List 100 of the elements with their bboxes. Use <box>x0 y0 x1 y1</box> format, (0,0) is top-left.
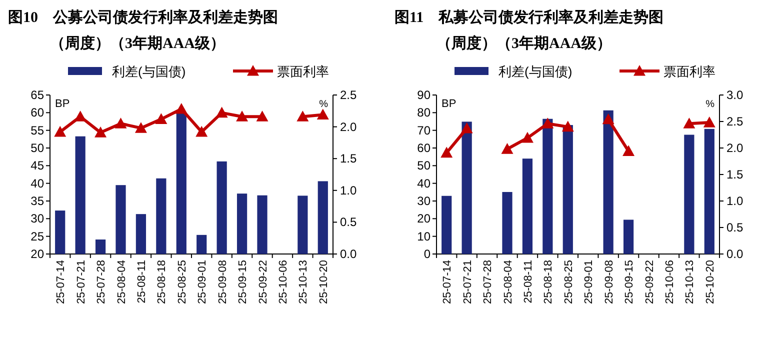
x-tick-label: 25-08-18 <box>156 260 168 304</box>
y-tick-label: 50 <box>30 141 44 155</box>
y2-tick-label: 0.5 <box>726 220 744 234</box>
x-tick-label: 25-09-01 <box>583 260 596 304</box>
y2-tick-label: 0.5 <box>340 215 358 230</box>
point <box>196 126 208 137</box>
point <box>134 122 147 133</box>
y2-tick-label: 0.0 <box>340 247 358 261</box>
x-tick-label: 25-08-11 <box>522 260 534 304</box>
x-tick-label: 25-08-04 <box>502 260 514 304</box>
chart-subtitle: （周度）（3年期AAA级） <box>50 34 225 52</box>
y-tick-label: 0 <box>424 247 431 261</box>
y-tick-label: 20 <box>30 247 44 261</box>
x-tick-label: 25-07-21 <box>462 260 474 304</box>
point <box>521 132 534 143</box>
y-tick-label: 40 <box>30 176 44 190</box>
bar <box>502 192 512 254</box>
y2-tick-label: 3.0 <box>726 88 744 102</box>
x-tick-label: 25-09-08 <box>603 260 616 304</box>
x-tick-label: 25-10-06 <box>664 260 676 304</box>
y-tick-label: 60 <box>417 141 431 155</box>
y-tick-label: 10 <box>417 229 431 244</box>
point <box>296 110 309 122</box>
point <box>683 118 696 128</box>
x-tick-label: 25-10-06 <box>277 260 290 304</box>
y-axis-title: BP <box>442 98 456 110</box>
point <box>562 120 574 132</box>
x-tick-label: 25-09-22 <box>257 260 270 304</box>
y2-tick-label: 1.5 <box>726 168 744 182</box>
bar <box>462 122 472 254</box>
y-tick-label: 50 <box>417 158 431 173</box>
point <box>622 145 635 156</box>
chart-title: 图10 公募公司债发行利率及利差走势图 <box>8 8 278 26</box>
x-tick-label: 25-07-14 <box>55 260 68 304</box>
y-tick-label: 25 <box>30 229 44 244</box>
x-tick-label: 25-07-28 <box>96 260 108 304</box>
point <box>155 113 168 124</box>
y2-tick-label: 0.0 <box>726 247 744 261</box>
bar <box>522 158 533 254</box>
chart-subtitle: （周度）（3年期AAA级） <box>436 34 612 52</box>
x-tick-label: 25-09-15 <box>237 260 250 304</box>
y2-tick-label: 2.0 <box>726 141 744 155</box>
y2-axis-title: % <box>319 99 328 110</box>
point <box>114 118 127 128</box>
x-tick-label: 25-09-01 <box>196 260 209 304</box>
x-tick-label: 25-10-13 <box>298 260 310 304</box>
bar <box>684 134 694 254</box>
bar <box>542 118 553 254</box>
y-tick-label: 60 <box>30 106 44 120</box>
bar <box>623 220 634 254</box>
y-tick-label: 45 <box>30 158 44 173</box>
y2-tick-label: 2.5 <box>726 114 744 128</box>
y2-tick-label: 2.5 <box>340 88 358 102</box>
bar <box>562 125 573 254</box>
x-tick-label: 25-07-28 <box>482 260 494 304</box>
bar <box>704 128 714 254</box>
bar <box>442 196 452 254</box>
point <box>460 122 473 134</box>
y-tick-label: 55 <box>30 123 44 138</box>
point <box>175 102 188 114</box>
x-tick-label: 25-07-14 <box>442 260 454 304</box>
y-tick-label: 40 <box>417 176 431 190</box>
point <box>236 110 248 122</box>
legend-label: 利差(与国债) <box>112 64 186 79</box>
point <box>256 110 268 122</box>
bar <box>603 110 614 254</box>
y-tick-label: 35 <box>30 194 44 208</box>
y2-axis-title: % <box>706 99 715 110</box>
legend-label: 利差(与国债) <box>498 64 572 79</box>
x-tick-label: 25-08-25 <box>176 260 188 304</box>
y-tick-label: 70 <box>417 123 431 138</box>
y-tick-label: 90 <box>417 88 431 102</box>
x-tick-label: 25-09-08 <box>216 260 229 304</box>
x-tick-label: 25-08-11 <box>136 260 148 304</box>
y2-tick-label: 1.0 <box>726 194 744 208</box>
point <box>440 146 453 158</box>
chart-title: 图11 私募公司债发行利率及利差走势图 <box>394 8 664 26</box>
point <box>703 116 716 128</box>
y-tick-label: 30 <box>30 212 44 226</box>
y2-tick-label: 1.0 <box>340 183 358 198</box>
point <box>316 108 329 120</box>
y2-tick-label: 2.0 <box>340 120 358 134</box>
point <box>54 126 66 137</box>
point <box>602 113 614 124</box>
point <box>501 143 514 154</box>
x-tick-label: 25-10-20 <box>318 260 330 304</box>
x-tick-label: 25-08-18 <box>542 260 555 304</box>
point <box>216 106 228 118</box>
y2-tick-label: 1.5 <box>340 152 358 166</box>
x-tick-label: 25-09-22 <box>644 260 656 304</box>
point <box>94 126 107 138</box>
y-axis-title: BP <box>55 98 70 110</box>
x-tick-label: 25-08-25 <box>562 260 575 304</box>
legend-label: 票面利率 <box>277 64 329 79</box>
y-tick-label: 80 <box>417 106 431 120</box>
x-tick-label: 25-10-13 <box>684 260 696 304</box>
y-tick-label: 30 <box>417 194 431 208</box>
y-tick-label: 65 <box>30 88 44 102</box>
x-tick-label: 25-10-20 <box>704 260 716 304</box>
x-tick-label: 25-07-21 <box>75 260 88 304</box>
